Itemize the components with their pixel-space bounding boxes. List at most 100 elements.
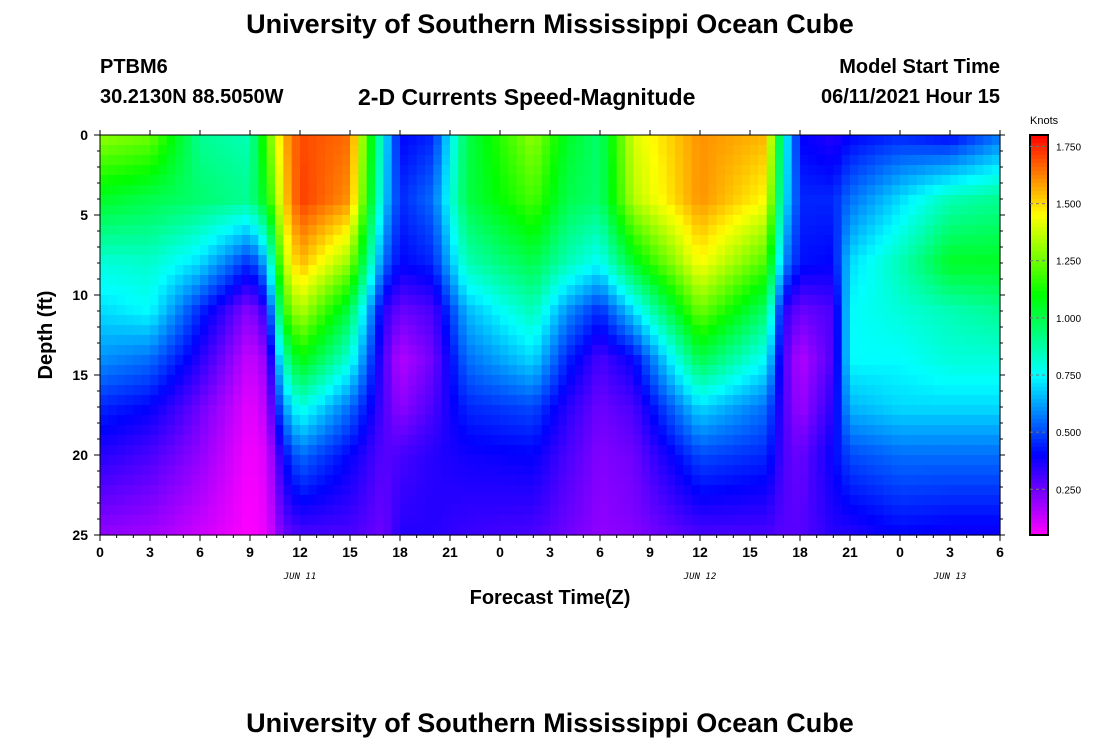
heatmap-cell bbox=[933, 235, 943, 246]
heatmap-cell bbox=[866, 395, 876, 406]
heatmap-cell bbox=[933, 185, 943, 196]
heatmap-cell bbox=[483, 395, 493, 406]
heatmap-cell bbox=[741, 275, 751, 286]
heatmap-cell bbox=[458, 475, 468, 486]
heatmap-cell bbox=[475, 245, 484, 256]
heatmap-cell bbox=[283, 405, 293, 416]
heatmap-cell bbox=[750, 195, 759, 206]
colorbar-segment bbox=[1030, 523, 1048, 528]
heatmap-cell bbox=[116, 265, 126, 276]
heatmap-cell bbox=[900, 185, 909, 196]
heatmap-cell bbox=[341, 225, 351, 236]
heatmap-cell bbox=[550, 165, 559, 176]
heatmap-cell bbox=[641, 495, 651, 506]
heatmap-cell bbox=[941, 185, 951, 196]
heatmap-cell bbox=[550, 235, 559, 246]
heatmap-cell bbox=[800, 325, 809, 336]
heatmap-cell bbox=[325, 285, 334, 296]
heatmap-cell bbox=[558, 315, 568, 326]
heatmap-cell bbox=[916, 395, 926, 406]
heatmap-cell bbox=[116, 255, 126, 266]
heatmap-cell bbox=[141, 425, 151, 436]
heatmap-cell bbox=[716, 365, 726, 376]
heatmap-cell bbox=[966, 375, 976, 386]
heatmap-cell bbox=[450, 285, 459, 296]
heatmap-cell bbox=[116, 185, 126, 196]
heatmap-cell bbox=[783, 355, 793, 366]
heatmap-cell bbox=[933, 445, 943, 456]
heatmap-cell bbox=[483, 415, 493, 426]
heatmap-cell bbox=[875, 225, 884, 236]
heatmap-cell bbox=[366, 455, 376, 466]
heatmap-cell bbox=[550, 305, 559, 316]
heatmap-cell bbox=[900, 235, 909, 246]
heatmap-cell bbox=[816, 195, 826, 206]
colorbar-segment bbox=[1030, 311, 1048, 316]
heatmap-cell bbox=[591, 345, 601, 356]
heatmap-cell bbox=[366, 435, 376, 446]
heatmap-cell bbox=[683, 225, 693, 236]
heatmap-cell bbox=[766, 415, 776, 426]
heatmap-cell bbox=[425, 525, 434, 536]
heatmap-cell bbox=[683, 255, 693, 266]
colorbar-segment bbox=[1030, 175, 1048, 180]
heatmap-cell bbox=[816, 355, 826, 366]
heatmap-cell bbox=[208, 365, 218, 376]
heatmap-cell bbox=[391, 145, 401, 156]
heatmap-cell bbox=[433, 165, 443, 176]
heatmap-cell bbox=[591, 525, 601, 536]
heatmap-cell bbox=[908, 195, 918, 206]
x-tick-label: 21 bbox=[842, 544, 858, 560]
heatmap-cell bbox=[758, 185, 768, 196]
heatmap-cell bbox=[425, 305, 434, 316]
heatmap-cell bbox=[608, 405, 618, 416]
heatmap-cell bbox=[808, 185, 818, 196]
heatmap-cell bbox=[158, 185, 168, 196]
heatmap-cell bbox=[341, 445, 351, 456]
heatmap-cell bbox=[491, 185, 501, 196]
heatmap-cell bbox=[600, 355, 609, 366]
heatmap-cell bbox=[116, 295, 126, 306]
heatmap-cell bbox=[791, 225, 801, 236]
heatmap-cell bbox=[758, 485, 768, 496]
heatmap-cell bbox=[833, 385, 843, 396]
heatmap-cell bbox=[716, 265, 726, 276]
heatmap-cell bbox=[191, 465, 201, 476]
heatmap-cell bbox=[725, 215, 734, 226]
heatmap-cell bbox=[475, 455, 484, 466]
heatmap-cell bbox=[366, 345, 376, 356]
heatmap-cell bbox=[133, 445, 143, 456]
heatmap-cell bbox=[550, 285, 559, 296]
heatmap-cell bbox=[466, 325, 476, 336]
heatmap-cell bbox=[241, 495, 251, 506]
heatmap-cell bbox=[866, 205, 876, 216]
heatmap-cell bbox=[925, 345, 934, 356]
x-tick-label: 6 bbox=[596, 544, 604, 560]
heatmap-cell bbox=[133, 275, 143, 286]
heatmap-cell bbox=[183, 255, 193, 266]
heatmap-cell bbox=[175, 525, 184, 536]
heatmap-cell bbox=[758, 435, 768, 446]
heatmap-cell bbox=[283, 275, 293, 286]
heatmap-cell bbox=[616, 515, 626, 526]
heatmap-cell bbox=[341, 455, 351, 466]
heatmap-cell bbox=[450, 505, 459, 516]
heatmap-cell bbox=[700, 425, 709, 436]
heatmap-cell bbox=[766, 505, 776, 516]
heatmap-cell bbox=[775, 335, 784, 346]
heatmap-cell bbox=[675, 225, 684, 236]
heatmap-cell bbox=[383, 475, 393, 486]
heatmap-cell bbox=[841, 225, 851, 236]
colorbar-segment bbox=[1030, 147, 1048, 152]
heatmap-cell bbox=[533, 335, 543, 346]
heatmap-cell bbox=[541, 245, 551, 256]
heatmap-cell bbox=[458, 265, 468, 276]
heatmap-cell bbox=[941, 175, 951, 186]
heatmap-cell bbox=[283, 135, 293, 146]
heatmap-cell bbox=[183, 195, 193, 206]
heatmap-cell bbox=[708, 245, 718, 256]
heatmap-cell bbox=[175, 305, 184, 316]
heatmap-cell bbox=[483, 145, 493, 156]
heatmap-cell bbox=[408, 275, 418, 286]
heatmap-cell bbox=[725, 395, 734, 406]
